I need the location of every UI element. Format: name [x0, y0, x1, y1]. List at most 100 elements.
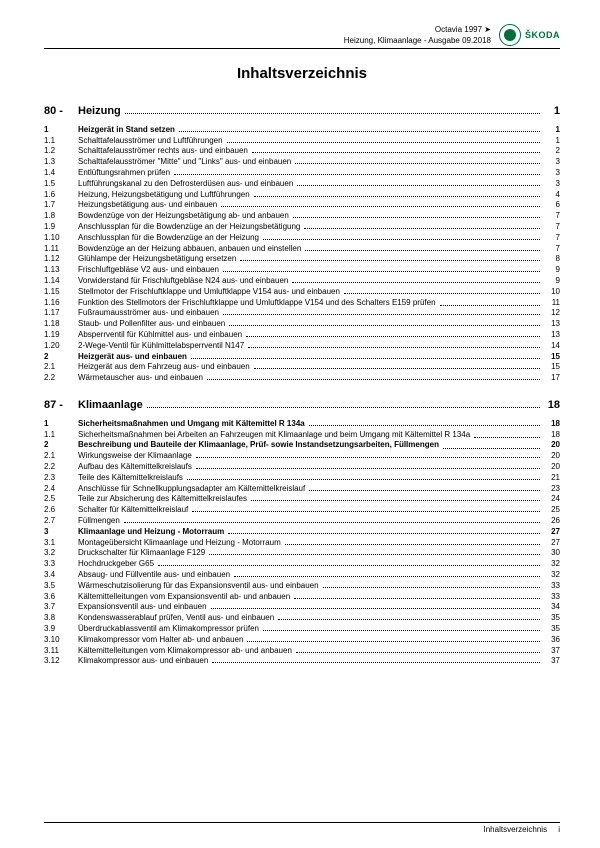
page: Octavia 1997 ➤ Heizung, Klimaanlage - Au…: [0, 0, 600, 848]
footer-label: Inhaltsverzeichnis: [484, 825, 548, 834]
section-number: 87 -: [44, 398, 78, 413]
toc-entry: 2Beschreibung und Bauteile der Klimaanla…: [44, 440, 560, 451]
entry-title: Heizgerät aus- und einbauen: [78, 352, 187, 363]
entry-number: 3.3: [44, 559, 78, 570]
entry-title: Aufbau des Kältemittelkreislaufs: [78, 462, 192, 473]
toc-entry: 3.2Druckschalter für Klimaanlage F12930: [44, 548, 560, 559]
toc-entry: 1.11Bowdenzüge an der Heizung abbauen, a…: [44, 244, 560, 255]
header-text-block: Octavia 1997 ➤ Heizung, Klimaanlage - Au…: [44, 25, 491, 46]
entry-number: 1: [44, 419, 78, 430]
entry-title: Klimakompressor vom Halter ab- und anbau…: [78, 635, 243, 646]
entry-page: 13: [544, 319, 560, 330]
entry-page: 4: [544, 190, 560, 201]
entry-number: 3.1: [44, 538, 78, 549]
entry-number: 1.11: [44, 244, 78, 255]
entry-page: 35: [544, 624, 560, 635]
entry-page: 37: [544, 656, 560, 667]
toc-entry: 2.1Wirkungsweise der Klimaanlage20: [44, 451, 560, 462]
entry-title: Klimakompressor aus- und einbauen: [78, 656, 208, 667]
entry-title: Luftführungskanal zu den Defrosterdüsen …: [78, 179, 293, 190]
entry-title: Heizungsbetätigung aus- und einbauen: [78, 200, 217, 211]
entry-title: Heizung, Heizungsbetätigung und Luftführ…: [78, 190, 250, 201]
entry-title: Kondenswasserablauf prüfen, Ventil aus- …: [78, 613, 274, 624]
entry-title: Wärmeschutzisolierung für das Expansions…: [78, 581, 319, 592]
entry-title: Absaug- und Füllventile aus- und einbaue…: [78, 570, 230, 581]
toc-entry: 1.4Entlüftungsrahmen prüfen3: [44, 168, 560, 179]
entry-number: 2.1: [44, 362, 78, 373]
entry-page: 27: [544, 538, 560, 549]
entry-title: Kältemittelleitungen vom Klimakompressor…: [78, 646, 292, 657]
entry-title: Glühlampe der Heizungsbetätigung ersetze…: [78, 254, 236, 265]
entry-page: 6: [544, 200, 560, 211]
brand-logo: ŠKODA: [499, 24, 560, 46]
toc-entry: 1.1Schalttafelausströmer und Luftführung…: [44, 136, 560, 147]
entry-number: 3.4: [44, 570, 78, 581]
toc-entry: 1.7Heizungsbetätigung aus- und einbauen 6: [44, 200, 560, 211]
section-label: Heizung: [78, 104, 121, 119]
entry-number: 2: [44, 440, 78, 451]
section-label: Klimaanlage: [78, 398, 143, 413]
toc-entry: 2.4Anschlüsse für Schnellkupplungsadapte…: [44, 484, 560, 495]
toc-entry: 3.4Absaug- und Füllventile aus- und einb…: [44, 570, 560, 581]
entry-title: Stellmotor der Frischluftklappe und Umlu…: [78, 287, 340, 298]
entry-title: Schalttafelausströmer rechts aus- und ei…: [78, 146, 248, 157]
entry-page: 18: [544, 430, 560, 441]
toc-entry: 1.8Bowdenzüge von der Heizungsbetätigung…: [44, 211, 560, 222]
entry-page: 7: [544, 211, 560, 222]
toc-entry: 1.12Glühlampe der Heizungsbetätigung ers…: [44, 254, 560, 265]
entry-number: 2.6: [44, 505, 78, 516]
entry-number: 3.2: [44, 548, 78, 559]
entry-title: Teile des Kältemittelkreislaufs: [78, 473, 183, 484]
entry-title: Fußraumausströmer aus- und einbauen: [78, 308, 219, 319]
header-line-1: Octavia 1997 ➤: [44, 25, 491, 35]
toc-entry: 2.3Teile des Kältemittelkreislaufs 21: [44, 473, 560, 484]
entry-number: 2.7: [44, 516, 78, 527]
entry-title: Montageübersicht Klimaanlage und Heizung…: [78, 538, 281, 549]
entry-number: 2.1: [44, 451, 78, 462]
toc-entry: 3.8Kondenswasserablauf prüfen, Ventil au…: [44, 613, 560, 624]
entry-page: 7: [544, 244, 560, 255]
entry-number: 1.4: [44, 168, 78, 179]
toc-entry: 1.202-Wege-Ventil für Kühlmittelabsperrv…: [44, 341, 560, 352]
brand-name: ŠKODA: [525, 30, 560, 40]
entry-page: 23: [544, 484, 560, 495]
page-footer: Inhaltsverzeichnis i: [44, 822, 560, 834]
entry-page: 2: [544, 146, 560, 157]
entry-number: 1.7: [44, 200, 78, 211]
entry-page: 15: [544, 362, 560, 373]
entry-title: Hochdruckgeber G65: [78, 559, 154, 570]
toc-entry: 3Klimaanlage und Heizung - Motorraum27: [44, 527, 560, 538]
toc-section-heading: 80 -Heizung1: [44, 104, 560, 119]
entry-number: 1.19: [44, 330, 78, 341]
toc-entry: 2Heizgerät aus- und einbauen 15: [44, 352, 560, 363]
toc-entry: 1.2Schalttafelausströmer rechts aus- und…: [44, 146, 560, 157]
toc-entry: 1Heizgerät in Stand setzen1: [44, 125, 560, 136]
entry-page: 25: [544, 505, 560, 516]
entry-page: 7: [544, 222, 560, 233]
entry-page: 27: [544, 527, 560, 538]
entry-title: Absperrventil für Kühlmittel aus- und ei…: [78, 330, 242, 341]
entry-page: 21: [544, 473, 560, 484]
entry-title: Anschlussplan für die Bowdenzüge an der …: [78, 233, 259, 244]
entry-number: 2.3: [44, 473, 78, 484]
toc-entry: 2.7Füllmengen26: [44, 516, 560, 527]
entry-page: 33: [544, 592, 560, 603]
entry-number: 3.8: [44, 613, 78, 624]
entry-title: Sicherheitsmaßnahmen und Umgang mit Kält…: [78, 419, 305, 430]
entry-page: 34: [544, 602, 560, 613]
entry-page: 13: [544, 330, 560, 341]
toc-entry: 1.17Fußraumausströmer aus- und einbauen1…: [44, 308, 560, 319]
entry-title: Klimaanlage und Heizung - Motorraum: [78, 527, 224, 538]
entry-number: 3.10: [44, 635, 78, 646]
toc-entry: 1.5Luftführungskanal zu den Defrosterdüs…: [44, 179, 560, 190]
entry-title: Expansionsventil aus- und einbauen: [78, 602, 207, 613]
entry-page: 3: [544, 179, 560, 190]
toc-entry: 1.16Funktion des Stellmotors der Frischl…: [44, 298, 560, 309]
toc-entry: 3.12Klimakompressor aus- und einbauen37: [44, 656, 560, 667]
entry-title: Frischluftgebläse V2 aus- und einbauen: [78, 265, 219, 276]
toc-entry: 3.7Expansionsventil aus- und einbauen34: [44, 602, 560, 613]
entry-page: 15: [544, 352, 560, 363]
entry-number: 1.8: [44, 211, 78, 222]
entry-number: 2: [44, 352, 78, 363]
entry-number: 1.5: [44, 179, 78, 190]
